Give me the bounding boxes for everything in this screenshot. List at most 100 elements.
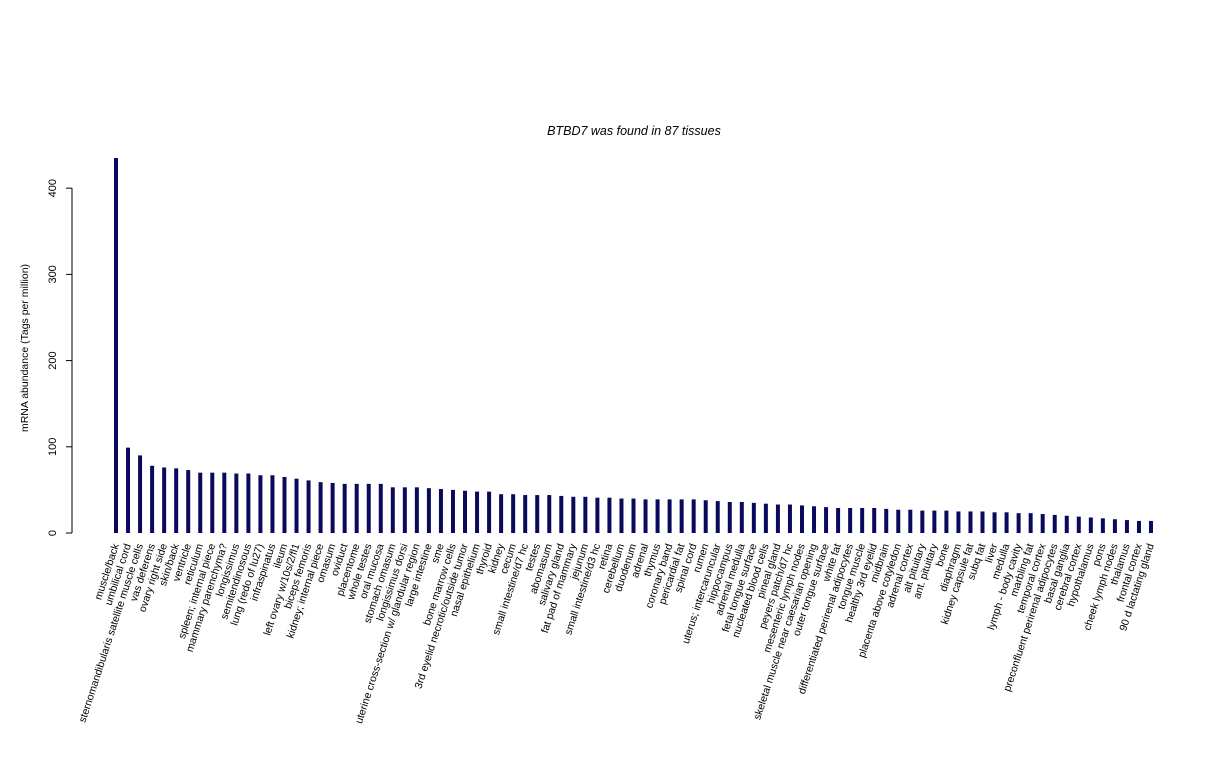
bar	[1040, 514, 1045, 533]
bar	[523, 495, 528, 533]
bar	[402, 487, 407, 533]
bar	[246, 473, 251, 533]
bar	[655, 499, 660, 533]
bar	[884, 508, 889, 533]
bar	[366, 483, 371, 533]
bar	[378, 483, 383, 533]
bar	[1088, 517, 1093, 533]
bar	[787, 504, 792, 533]
bar	[450, 489, 455, 533]
bar	[186, 470, 191, 533]
bar	[1004, 512, 1009, 533]
bar	[1149, 520, 1153, 533]
bar	[463, 490, 468, 533]
bar	[330, 483, 335, 533]
bar	[234, 473, 239, 533]
bar	[775, 504, 780, 533]
bar	[114, 158, 118, 533]
bar	[270, 475, 275, 533]
bar	[438, 489, 443, 533]
bar	[944, 510, 949, 533]
bar	[607, 497, 612, 533]
bar	[751, 502, 756, 533]
bar	[1064, 515, 1069, 533]
bar	[691, 499, 696, 533]
bar	[992, 512, 997, 533]
bar	[860, 508, 865, 533]
chart-title: BTBD7 was found in 87 tissues	[547, 124, 721, 138]
bar	[210, 472, 215, 533]
bar	[511, 494, 516, 533]
bar	[342, 483, 347, 533]
bar	[1136, 520, 1141, 533]
y-tick-label: 200	[47, 351, 59, 369]
bar	[703, 500, 708, 533]
bar	[1016, 513, 1021, 533]
bar	[475, 491, 480, 533]
bar	[763, 503, 768, 533]
y-tick-label: 0	[47, 530, 59, 536]
bar	[727, 501, 732, 533]
bar	[1076, 516, 1081, 533]
bar	[715, 501, 720, 533]
bar	[583, 496, 588, 533]
bar	[739, 501, 744, 533]
bar	[174, 468, 179, 533]
bar	[968, 511, 973, 533]
bar	[908, 509, 913, 533]
bar	[414, 487, 419, 533]
bar	[294, 478, 299, 533]
bar	[643, 499, 648, 533]
bar	[1124, 520, 1129, 533]
bar	[487, 491, 492, 533]
bar	[571, 496, 576, 533]
bar	[824, 507, 829, 533]
bar	[956, 511, 961, 533]
bar	[354, 483, 359, 533]
bar	[667, 499, 672, 533]
bar	[848, 508, 853, 533]
bar	[836, 508, 841, 533]
bar	[631, 498, 636, 533]
y-tick-label: 300	[47, 265, 59, 283]
y-tick-label: 400	[47, 179, 59, 197]
bar	[559, 495, 564, 533]
y-axis-label: mRNA abundance (Tags per million)	[19, 264, 31, 432]
bar	[535, 495, 540, 533]
bar	[595, 497, 600, 533]
bar	[1100, 518, 1105, 533]
bar	[799, 505, 804, 533]
bar	[162, 467, 167, 533]
bar	[980, 511, 985, 533]
bar	[150, 465, 155, 533]
bar	[138, 455, 143, 533]
x-category-label: liver	[983, 542, 1001, 564]
bar	[1112, 519, 1117, 533]
y-tick-label: 100	[47, 438, 59, 456]
bar	[872, 508, 877, 533]
x-category-label: sme	[429, 542, 447, 565]
bar	[812, 506, 817, 533]
bar	[198, 472, 203, 533]
bar	[896, 509, 901, 533]
bar	[222, 472, 227, 533]
bar	[258, 475, 263, 533]
y-axis: 0 100 200 300 400	[47, 179, 73, 536]
bars-group	[114, 158, 1153, 533]
bar	[426, 488, 431, 533]
bar	[318, 482, 323, 533]
bar	[499, 494, 504, 533]
bar	[390, 487, 395, 533]
bar	[920, 510, 925, 533]
bar	[306, 480, 311, 533]
bar	[547, 495, 552, 533]
bar	[282, 476, 287, 533]
bar	[932, 510, 937, 533]
bar	[1052, 514, 1057, 533]
bar	[1028, 513, 1033, 533]
bar	[619, 498, 624, 533]
bar	[679, 499, 684, 533]
